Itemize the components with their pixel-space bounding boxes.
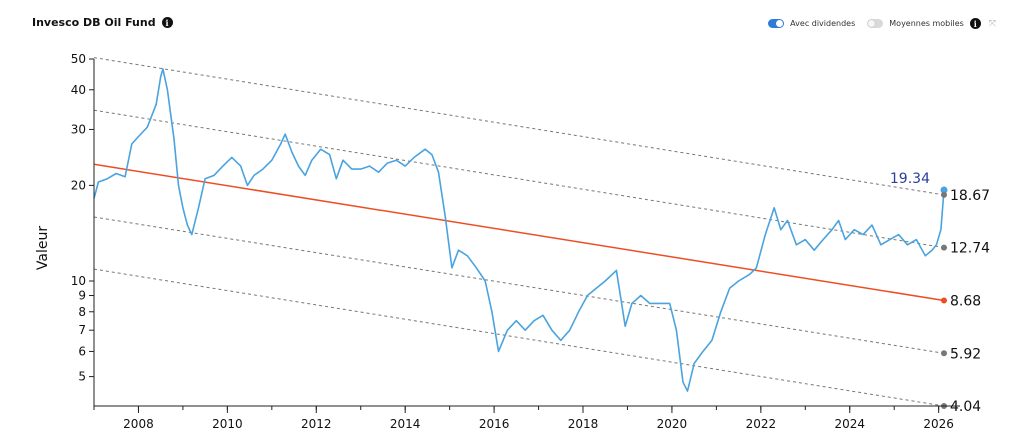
y-tick-label: 5: [78, 370, 86, 384]
y-tick-label: 40: [71, 83, 86, 97]
info-icon[interactable]: i: [161, 17, 173, 28]
band-end-label: 5.92: [950, 346, 981, 362]
chart-title: Invesco DB Oil Fund: [32, 16, 156, 29]
trend-line-group: [93, 163, 945, 302]
band-end-label: 4.04: [950, 399, 981, 415]
channel-band-line: [93, 268, 945, 407]
trend-line: [93, 163, 945, 302]
y-ticks: 50 40 30 20 109 8 7 6 5: [71, 52, 94, 384]
y-tick-label: 50: [71, 52, 86, 66]
x-tick-label: 2026: [923, 417, 954, 431]
chart-controls: Avec dividendes Moyennes mobiles i ⤧: [768, 18, 996, 29]
expand-icon[interactable]: ⤧: [988, 18, 996, 29]
channel-band-line: [93, 57, 945, 196]
x-tick-label: 2020: [657, 417, 688, 431]
chart-header: Invesco DB Oil Fund i: [32, 16, 173, 29]
y-tick-label: 30: [71, 122, 86, 136]
y-tick-label: 6: [78, 344, 86, 358]
trend-end-marker: [940, 297, 947, 304]
channel-band-line: [93, 109, 945, 249]
dividends-toggle-label: Avec dividendes: [790, 19, 856, 28]
x-tick-label: 2008: [123, 417, 154, 431]
x-tick-label: 2018: [568, 417, 599, 431]
band-end-marker: [940, 244, 947, 251]
y-tick-label: 9: [78, 289, 86, 303]
channel-band-line: [93, 216, 945, 354]
band-end-marker: [940, 350, 947, 357]
x-tick-label: 2022: [746, 417, 777, 431]
moving-average-toggle-label: Moyennes mobiles: [889, 19, 964, 28]
end-markers: 8.68 18.67 12.74 5.92 4.04: [940, 186, 990, 415]
x-ticks: 2008 2010 2012 2014 2016 2018 2020 2022 2024 2026: [93, 406, 954, 431]
y-axis-label: Valeur: [35, 226, 51, 270]
current-value-label: 19.34: [890, 171, 930, 187]
x-tick-label: 2024: [834, 417, 865, 431]
price-line-group: [93, 68, 945, 392]
price-line: [93, 68, 945, 392]
dividends-toggle[interactable]: [768, 19, 785, 28]
moving-average-info-icon[interactable]: i: [969, 18, 981, 29]
band-end-label: 18.67: [950, 188, 990, 204]
moving-average-toggle[interactable]: [867, 19, 884, 28]
band-end-label: 12.74: [950, 241, 990, 257]
price-end-marker: [940, 186, 948, 194]
band-end-marker: [940, 191, 947, 198]
x-tick-label: 2012: [301, 417, 332, 431]
x-tick-label: 2016: [479, 417, 510, 431]
y-tick-label: 8: [78, 305, 86, 319]
x-tick-label: 2014: [390, 417, 421, 431]
x-tick-label: 2010: [212, 417, 243, 431]
y-tick-label: 20: [71, 178, 86, 192]
axes: [93, 59, 960, 407]
y-tick-label: 7: [78, 323, 86, 337]
trend-end-label: 8.68: [950, 294, 981, 310]
y-tick-label: 10: [71, 274, 86, 288]
